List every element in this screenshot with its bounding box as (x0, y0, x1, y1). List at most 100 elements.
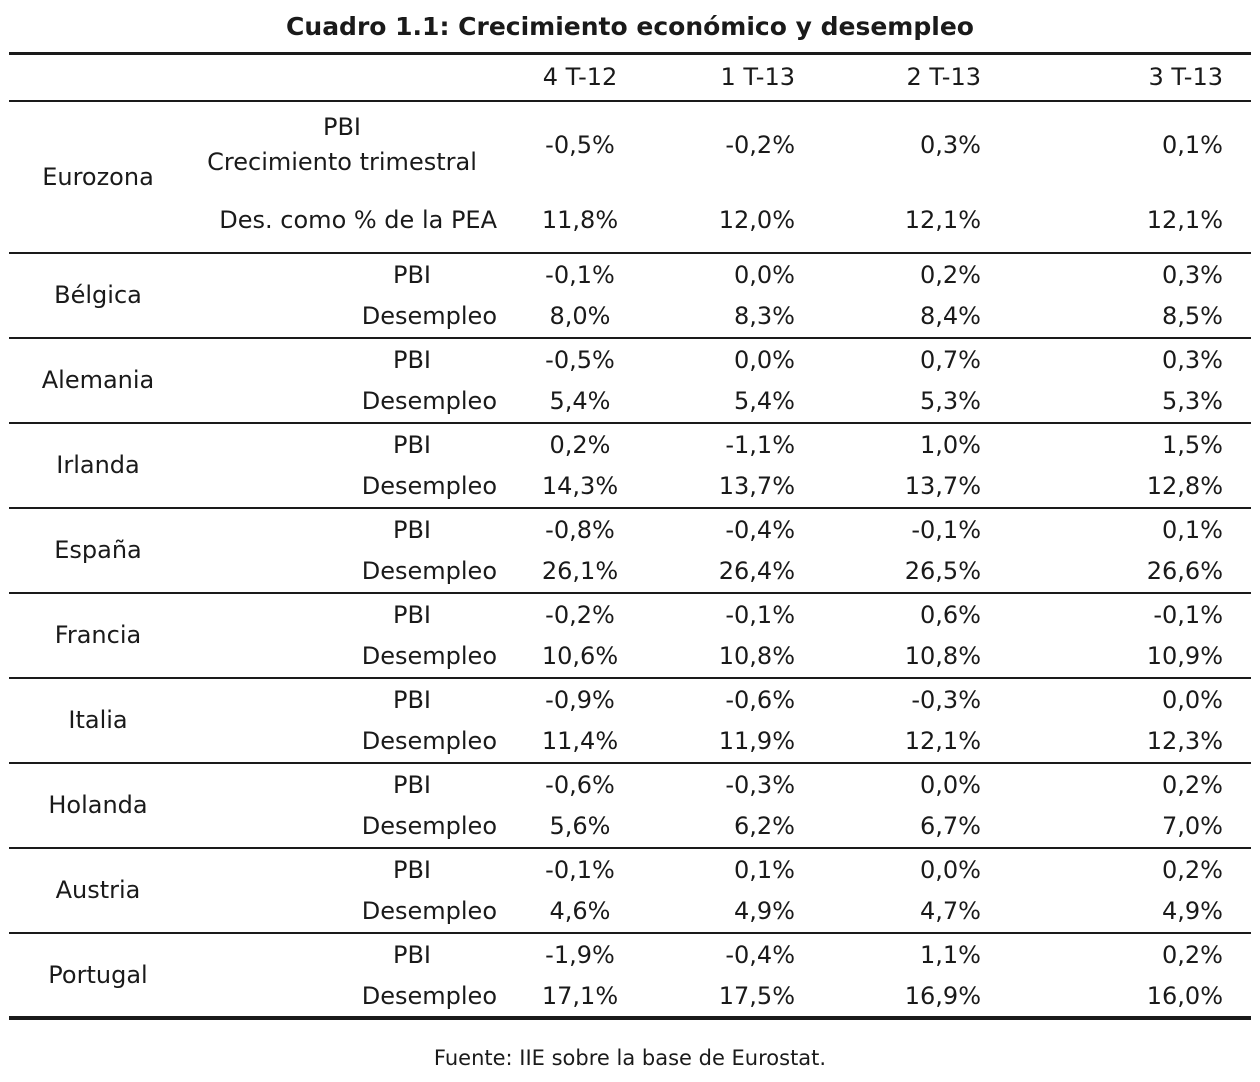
table-row: Eurozona PBI Crecimiento trimestral -0,5… (9, 101, 1251, 191)
value-cell: 16,0% (1146, 981, 1223, 1010)
value-cell: 0,3% (1162, 260, 1223, 289)
header-col-2: 2 T-13 (906, 63, 981, 92)
value-cell: 5,3% (1162, 387, 1223, 415)
value-cell: 0,0% (1162, 685, 1223, 714)
header-col-3: 3 T-13 (1148, 63, 1223, 92)
country-block: Alemania PBI -0,5% 0,0% 0,7% 0,3% Desempleo 5,4… (9, 338, 1251, 423)
value-cell: 13,7% (718, 472, 795, 500)
value-cell: 8,5% (1162, 302, 1223, 330)
indicator-label: PBI (392, 685, 431, 714)
header-col-1: 1 T-13 (720, 63, 795, 92)
value-cell: -0,5% (545, 131, 615, 159)
indicator-label: PBI (392, 515, 431, 544)
indicator-label: PBI (392, 855, 431, 884)
indicator-label: Desempleo (361, 642, 497, 670)
table-header: 4 T-12 1 T-13 2 T-13 3 T-13 (9, 53, 1251, 101)
value-cell: 13,7% (904, 472, 981, 500)
table-title: Cuadro 1.1: Crecimiento económico y dese… (286, 12, 974, 41)
table-row: Italia PBI -0,9% -0,6% -0,3% 0,0% (9, 678, 1251, 735)
indicator-label: PBI (392, 600, 431, 629)
value-cell: -0,3% (725, 770, 795, 799)
value-cell: 4,9% (734, 897, 795, 925)
country-name: Holanda (48, 791, 148, 819)
value-cell: 1,1% (920, 940, 981, 969)
value-cell: 6,7% (920, 812, 981, 840)
value-cell: 12,3% (1146, 727, 1223, 755)
value-cell: 4,6% (549, 897, 611, 925)
value-cell: 11,9% (718, 727, 795, 755)
table-row: Desempleo 8,0% 8,3% 8,4% 8,5% (9, 296, 1251, 338)
indicator-label: PBI Crecimiento trimestral (187, 101, 497, 189)
value-cell: 8,3% (734, 302, 795, 330)
country-name: Italia (68, 706, 128, 734)
value-cell: 5,4% (549, 387, 611, 415)
value-cell: 12,1% (1146, 206, 1223, 234)
value-cell: 0,2% (920, 260, 981, 289)
value-cell: 0,1% (734, 855, 795, 884)
value-cell: 12,1% (904, 727, 981, 755)
country-name: Portugal (48, 960, 148, 989)
value-cell: 8,4% (920, 302, 981, 330)
value-cell: 0,2% (1162, 855, 1223, 884)
value-cell: 0,3% (920, 131, 981, 159)
table-row: Desempleo 5,4% 5,4% 5,3% 5,3% (9, 381, 1251, 423)
indicator-label: PBI (392, 430, 431, 459)
table-row: Desempleo 11,4% 11,9% 12,1% 12,3% (9, 721, 1251, 763)
indicator-label: Desempleo (361, 897, 497, 925)
value-cell: 10,6% (541, 642, 619, 670)
indicator-label: PBI (392, 770, 431, 799)
indicator-label: Desempleo (361, 557, 497, 585)
country-block: Francia PBI -0,2% -0,1% 0,6% -0,1% Desempleo 10… (9, 593, 1251, 678)
value-cell: 0,0% (920, 855, 981, 884)
value-cell: 26,5% (904, 557, 981, 585)
table-row: Francia PBI -0,2% -0,1% 0,6% -0,1% (9, 593, 1251, 650)
indicator-label: Des. como % de la PEA (219, 205, 497, 234)
value-cell: 10,9% (1146, 642, 1223, 670)
table-row: Des. como % de la PEA 11,8% 12,0% 12,1% … (9, 189, 1251, 253)
country-name: España (54, 536, 142, 564)
country-name: Alemania (41, 366, 155, 394)
value-cell: 0,3% (1162, 345, 1223, 374)
indicator-label: Desempleo (361, 981, 497, 1010)
indicator-label: PBI (392, 345, 431, 374)
country-block: Bélgica PBI -0,1% 0,0% 0,2% 0,3% Desempleo 8,0%… (9, 253, 1251, 338)
country-block: Portugal PBI -1,9% -0,4% 1,1% 0,2% Desempleo 17… (9, 933, 1251, 1018)
value-cell: -0,9% (545, 685, 615, 714)
value-cell: -0,8% (545, 515, 615, 544)
value-cell: 0,2% (1162, 770, 1223, 799)
table-row: Portugal PBI -1,9% -0,4% 1,1% 0,2% (9, 933, 1251, 989)
value-cell: 0,1% (1162, 131, 1223, 159)
table-row: Desempleo 4,6% 4,9% 4,7% 4,9% (9, 891, 1251, 933)
value-cell: 26,6% (1146, 557, 1223, 585)
value-cell: 16,9% (904, 981, 981, 1010)
value-cell: 14,3% (541, 472, 619, 500)
country-name: Eurozona (42, 162, 154, 191)
indicator-label: PBI (392, 940, 431, 969)
table-row: Bélgica PBI -0,1% 0,0% 0,2% 0,3% (9, 253, 1251, 310)
value-cell: -0,1% (1153, 600, 1223, 629)
value-cell: -0,2% (725, 131, 795, 159)
header-col-0: 4 T-12 (542, 63, 618, 92)
source-note: Fuente: IIE sobre la base de Eurostat. (433, 1046, 827, 1070)
value-cell: 11,4% (541, 727, 619, 755)
value-cell: -0,4% (725, 940, 795, 969)
table-row: Desempleo 17,1% 17,5% 16,9% 16,0% (9, 976, 1251, 1018)
value-cell: 10,8% (718, 642, 795, 670)
table-row: Holanda PBI -0,6% -0,3% 0,0% 0,2% (9, 763, 1251, 820)
value-cell: -0,1% (911, 515, 981, 544)
header-indicator (187, 54, 497, 101)
value-cell: 0,2% (549, 430, 611, 459)
value-cell: 12,0% (718, 206, 795, 234)
table-row: Alemania PBI -0,5% 0,0% 0,7% 0,3% (9, 338, 1251, 395)
value-cell: 4,7% (920, 897, 981, 925)
country-block: Holanda PBI -0,6% -0,3% 0,0% 0,2% Desempleo 5,6… (9, 763, 1251, 848)
value-cell: -0,1% (725, 600, 795, 629)
value-cell: 12,1% (904, 206, 981, 234)
table-row: Desempleo 10,6% 10,8% 10,8% 10,9% (9, 636, 1251, 678)
table-row: Desempleo 14,3% 13,7% 13,7% 12,8% (9, 466, 1251, 508)
value-cell: -0,4% (725, 515, 795, 544)
country-name: Austria (55, 876, 141, 904)
value-cell: -1,9% (545, 940, 615, 969)
country-block: Austria PBI -0,1% 0,1% 0,0% 0,2% Desempleo 4,6%… (9, 848, 1251, 933)
table-row: Desempleo 5,6% 6,2% 6,7% 7,0% (9, 806, 1251, 848)
